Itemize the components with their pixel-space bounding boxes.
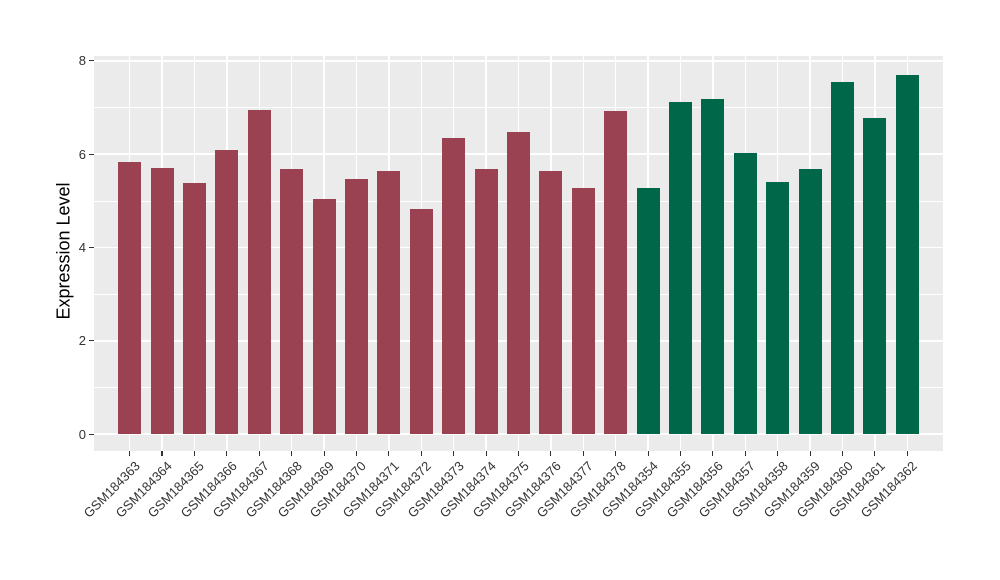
bar-GSM184375	[507, 131, 530, 434]
bar-GSM184355	[669, 102, 693, 434]
y-tick-label-2: 2	[78, 333, 86, 349]
bar-GSM184377	[571, 187, 595, 434]
bar-GSM184368	[280, 168, 304, 434]
y-tick-label-4: 4	[78, 239, 86, 255]
x-tick-mark-GSM184373	[453, 451, 455, 456]
bar-GSM184362	[895, 74, 919, 434]
x-tick-mark-GSM184377	[582, 451, 584, 456]
y-tick-label-8: 8	[78, 53, 86, 69]
bar-GSM184370	[344, 178, 368, 434]
y-tick-label-6: 6	[78, 146, 86, 162]
bar-GSM184366	[215, 149, 239, 434]
x-tick-mark-GSM184355	[679, 451, 682, 456]
x-tick-mark-GSM184368	[291, 451, 293, 456]
x-tick-mark-GSM184375	[517, 451, 520, 456]
bar-GSM184373	[442, 137, 466, 434]
bar-GSM184354	[636, 187, 660, 434]
bar-GSM184365	[182, 183, 206, 434]
y-tick-mark-6	[89, 153, 94, 155]
x-tick-mark-GSM184370	[355, 451, 358, 456]
bar-GSM184378	[604, 111, 628, 434]
bar-GSM184361	[863, 118, 887, 434]
x-tick-mark-GSM184369	[323, 451, 325, 456]
plot-panel	[94, 56, 943, 451]
bar-GSM184359	[798, 169, 822, 434]
bar-GSM184374	[474, 168, 498, 434]
x-tick-mark-GSM184364	[161, 451, 163, 456]
x-tick-mark-GSM184374	[485, 451, 487, 456]
bar-GSM184363	[118, 162, 142, 434]
y-tick-label-0: 0	[78, 426, 86, 442]
x-tick-mark-GSM184361	[874, 451, 876, 456]
bar-GSM184376	[539, 170, 563, 434]
x-tick-mark-GSM184357	[744, 451, 746, 456]
x-tick-mark-GSM184365	[193, 451, 195, 456]
bar-GSM184367	[247, 109, 271, 434]
x-tick-mark-GSM184372	[420, 451, 422, 456]
x-tick-mark-GSM184359	[809, 451, 811, 456]
x-tick-mark-GSM184356	[712, 451, 714, 456]
bar-GSM184360	[831, 81, 855, 434]
bar-GSM184371	[377, 171, 401, 434]
x-tick-mark-GSM184362	[906, 451, 908, 456]
y-tick-mark-4	[89, 246, 94, 248]
x-tick-mark-GSM184366	[226, 451, 228, 456]
y-tick-mark-0	[89, 433, 94, 435]
x-tick-mark-GSM184358	[777, 451, 779, 456]
x-tick-mark-GSM184354	[647, 451, 649, 456]
x-tick-mark-GSM184363	[129, 451, 131, 456]
y-tick-mark-2	[89, 340, 94, 342]
bar-GSM184357	[733, 152, 757, 434]
x-tick-mark-GSM184360	[841, 451, 844, 456]
bar-GSM184369	[312, 199, 336, 434]
bar-GSM184356	[701, 99, 725, 434]
x-tick-mark-GSM184378	[615, 451, 617, 456]
x-tick-mark-GSM184376	[550, 451, 552, 456]
bar-GSM184364	[150, 168, 174, 434]
bar-GSM184358	[766, 182, 790, 434]
x-tick-mark-GSM184367	[258, 451, 260, 456]
bar-GSM184372	[409, 208, 433, 434]
y-tick-mark-8	[89, 60, 94, 62]
x-tick-mark-GSM184371	[388, 451, 390, 456]
